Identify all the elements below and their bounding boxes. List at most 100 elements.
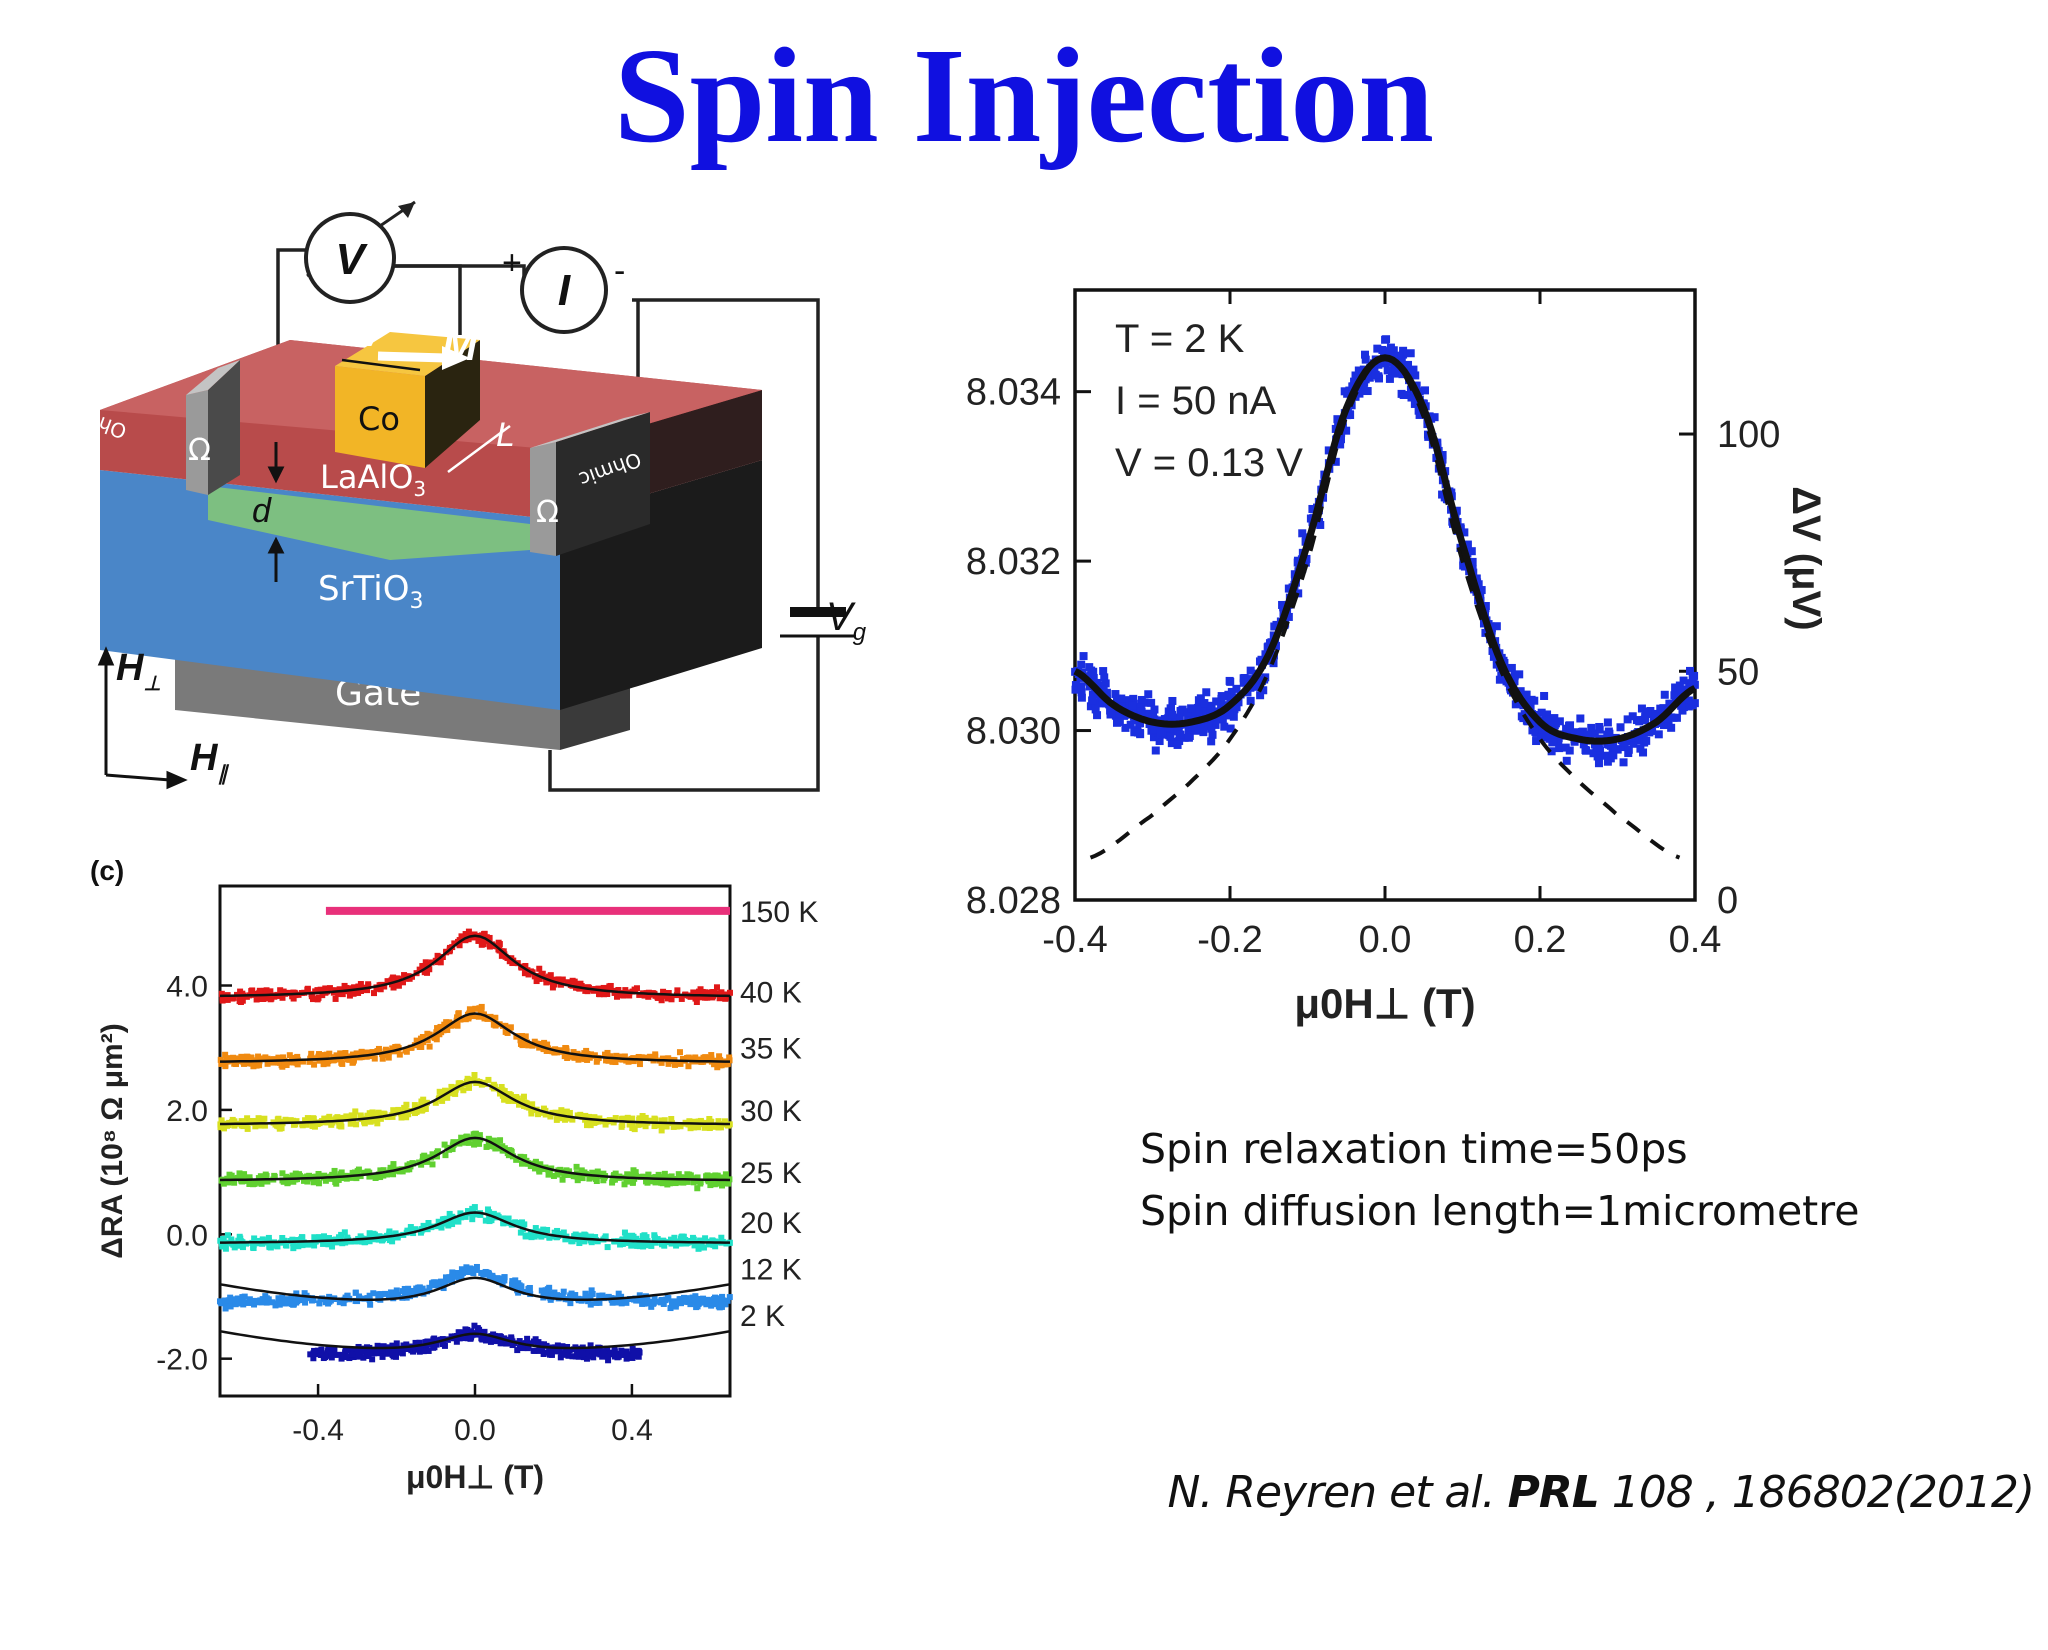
data-point [532, 1336, 539, 1343]
data-point [220, 1299, 227, 1306]
data-point [218, 990, 225, 997]
data-point [1399, 391, 1408, 400]
data-point [529, 1107, 536, 1114]
y-tick-label: 4.0 [166, 971, 208, 1004]
data-point [438, 1224, 445, 1231]
data-point [416, 966, 423, 973]
data-point [368, 1053, 375, 1060]
data-point [455, 1080, 462, 1087]
data-point [489, 1142, 496, 1149]
data-point [282, 1297, 289, 1304]
data-point [275, 1059, 282, 1066]
data-point [1477, 586, 1486, 595]
data-point [437, 959, 444, 966]
data-point [569, 977, 576, 984]
data-point [626, 1121, 633, 1128]
data-point [651, 1294, 658, 1301]
note-relaxation-time: Spin relaxation time=50ps [1140, 1125, 1688, 1173]
data-point [1561, 743, 1570, 752]
series-6-label: 12 K [740, 1254, 802, 1287]
data-point [581, 1233, 588, 1240]
data-point [1507, 663, 1516, 672]
data-point [1463, 540, 1472, 549]
data-point [1342, 426, 1351, 435]
data-point [635, 1353, 642, 1360]
data-point [403, 1101, 410, 1108]
data-point [452, 1273, 459, 1280]
data-point [631, 986, 638, 993]
data-point [502, 953, 509, 960]
data-point [558, 1107, 565, 1114]
data-point [1259, 686, 1268, 695]
data-point [1176, 730, 1185, 739]
data-point [401, 1285, 408, 1292]
data-point [329, 1119, 336, 1126]
data-point [434, 1148, 441, 1155]
data-point [711, 1296, 718, 1303]
data-point [664, 995, 671, 1002]
data-point [444, 1094, 451, 1101]
data-point [1343, 389, 1352, 398]
data-point [434, 1223, 441, 1230]
data-point [1112, 718, 1121, 727]
data-point [294, 1061, 301, 1068]
data-point [279, 994, 286, 1001]
data-point [294, 1053, 301, 1060]
right-ohm: Ω [536, 495, 559, 530]
data-point [1207, 724, 1216, 733]
data-point [1474, 580, 1483, 589]
interface-layer [208, 486, 530, 560]
data-point [441, 1141, 448, 1148]
data-point [363, 1049, 370, 1056]
data-point [426, 966, 433, 973]
data-point [506, 1097, 513, 1104]
data-point [230, 1054, 237, 1061]
data-point [304, 1294, 311, 1301]
data-point [1077, 660, 1086, 669]
data-point [626, 1295, 633, 1302]
data-point [1199, 728, 1208, 737]
data-point [569, 1353, 576, 1360]
data-point [574, 1177, 581, 1184]
series-4-points [218, 1130, 733, 1192]
data-point [268, 1240, 275, 1247]
data-point [230, 1241, 237, 1248]
data-point [402, 1291, 409, 1298]
data-point [1672, 689, 1681, 698]
data-point [518, 1160, 525, 1167]
data-point [1531, 719, 1540, 728]
data-point [513, 1033, 520, 1040]
data-point [449, 1269, 456, 1276]
data-point [709, 1300, 716, 1307]
data-point [1686, 666, 1695, 675]
data-point [464, 1075, 471, 1082]
citation-journal: PRL [1507, 1467, 1600, 1518]
data-point [674, 987, 681, 994]
data-point [447, 1022, 454, 1029]
data-point [600, 1170, 607, 1177]
data-point [303, 1121, 310, 1128]
data-point [479, 932, 486, 939]
data-point [436, 1024, 443, 1031]
data-point [316, 1057, 323, 1064]
data-point [362, 1117, 369, 1124]
data-point [498, 952, 505, 959]
data-point [303, 1241, 310, 1248]
data-point [1194, 710, 1203, 719]
data-point [471, 1322, 478, 1329]
data-point [286, 1052, 293, 1059]
data-point [1524, 696, 1533, 705]
data-point [371, 1117, 378, 1124]
data-point [350, 1347, 357, 1354]
data-point [1677, 701, 1686, 710]
data-point [545, 1349, 552, 1356]
data-point [348, 1351, 355, 1358]
data-point [1467, 547, 1476, 556]
x-tick-label: -0.4 [292, 1414, 344, 1447]
data-point [658, 992, 665, 999]
data-point [1530, 696, 1539, 705]
data-point [308, 1054, 315, 1061]
data-point [621, 1181, 628, 1188]
data-point [1225, 710, 1234, 719]
data-point [1077, 682, 1086, 691]
